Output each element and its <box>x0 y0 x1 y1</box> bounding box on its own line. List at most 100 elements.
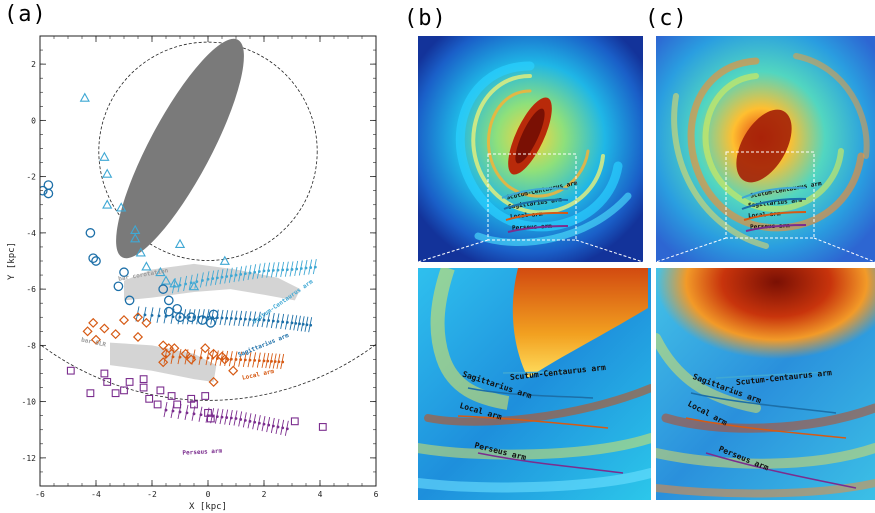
image-c-zoom: Scutum-Centaurus arm Sagittarius arm Loc… <box>656 268 875 500</box>
arm-point <box>143 313 147 317</box>
arm-point <box>304 266 308 270</box>
data-point <box>318 423 327 431</box>
data-point <box>158 340 169 351</box>
arm-point <box>157 314 161 318</box>
arm-point <box>201 279 204 282</box>
arm-point <box>301 322 305 326</box>
chart-annotation: bar OLR <box>80 336 107 348</box>
arm-point <box>285 321 289 324</box>
arm-point <box>150 313 154 317</box>
arm-point <box>273 360 277 363</box>
data-point <box>40 185 48 196</box>
data-point <box>186 312 197 323</box>
arm-point <box>192 315 196 319</box>
chart-annotation: Perseus arm <box>182 448 222 457</box>
data-point <box>141 261 152 271</box>
arm-point <box>294 321 298 325</box>
arm-point <box>257 359 261 363</box>
data-point <box>111 389 120 398</box>
data-point <box>206 414 215 423</box>
data-point <box>120 386 128 395</box>
data-point <box>172 303 183 314</box>
chart-annotation: Local arm <box>241 368 275 382</box>
arm-point <box>267 423 271 427</box>
grey-band <box>110 342 217 382</box>
arm-point <box>257 270 261 273</box>
reference-circle <box>40 343 376 401</box>
data-point <box>141 317 152 328</box>
data-point <box>169 343 180 354</box>
data-point <box>66 366 75 375</box>
data-point <box>219 354 230 365</box>
reference-circle <box>98 41 318 261</box>
arm-point <box>234 358 238 361</box>
panel-label-b: (b) <box>404 6 447 31</box>
y-axis-label: Y [kpc] <box>7 242 17 280</box>
arm-point <box>189 281 193 285</box>
arm-point <box>253 358 257 362</box>
arm-point <box>266 359 270 363</box>
arm-point <box>164 408 168 412</box>
arm-point <box>229 357 233 361</box>
arm-point <box>185 411 189 415</box>
arm-point <box>305 323 309 327</box>
arm-point <box>229 416 233 420</box>
data-point <box>102 168 113 178</box>
data-point <box>86 389 95 398</box>
arm-point <box>281 360 285 364</box>
data-point <box>110 329 121 340</box>
arm-point <box>248 317 252 321</box>
y-tick-label: 0 <box>31 116 36 125</box>
data-point <box>102 199 113 209</box>
arm-point <box>248 271 252 275</box>
image-c-overview: Scutum-Centaurus arm Sagittarius arm Loc… <box>656 36 875 262</box>
x-tick-label: 4 <box>318 490 323 499</box>
data-point <box>113 281 124 292</box>
data-point <box>118 315 130 326</box>
data-point <box>174 238 186 249</box>
data-point <box>79 92 90 102</box>
arm-point <box>199 413 203 417</box>
data-point <box>205 318 216 328</box>
arm-point <box>184 282 188 286</box>
data-point <box>155 266 166 277</box>
arm-point <box>225 316 229 320</box>
data-point <box>228 365 239 376</box>
data-point <box>208 309 219 320</box>
arm-point <box>248 358 252 362</box>
arm-point <box>290 268 294 271</box>
arm-point <box>229 317 233 320</box>
data-point <box>187 394 196 403</box>
arm-point <box>299 267 303 270</box>
arm-point <box>178 355 182 359</box>
arm-point <box>276 320 280 323</box>
arm-point <box>262 359 266 363</box>
data-point <box>173 400 182 409</box>
arm-point <box>234 273 238 277</box>
data-point <box>132 331 144 342</box>
arm-point <box>171 355 175 359</box>
arm-point <box>257 318 261 322</box>
y-tick-label: -8 <box>26 341 36 350</box>
data-point <box>200 343 211 354</box>
x-axis-label: X [kpc] <box>189 502 227 512</box>
data-point <box>88 253 99 264</box>
data-point <box>90 334 102 345</box>
arm-point <box>215 415 219 419</box>
arm-point <box>257 421 261 425</box>
arm-point <box>262 422 266 426</box>
arm-point <box>285 268 289 272</box>
arm-point <box>276 425 280 429</box>
x-tick-label: 6 <box>374 490 379 499</box>
data-point <box>130 233 141 243</box>
data-point <box>208 348 219 359</box>
data-point <box>180 348 191 359</box>
arm-point <box>262 269 266 273</box>
arm-point <box>239 418 243 421</box>
x-tick-label: -2 <box>147 490 157 499</box>
galactic-bar <box>116 38 244 259</box>
data-point <box>103 378 112 386</box>
arm-point <box>171 409 175 413</box>
panel-label-c: (c) <box>645 6 688 31</box>
arm-point <box>262 318 266 322</box>
